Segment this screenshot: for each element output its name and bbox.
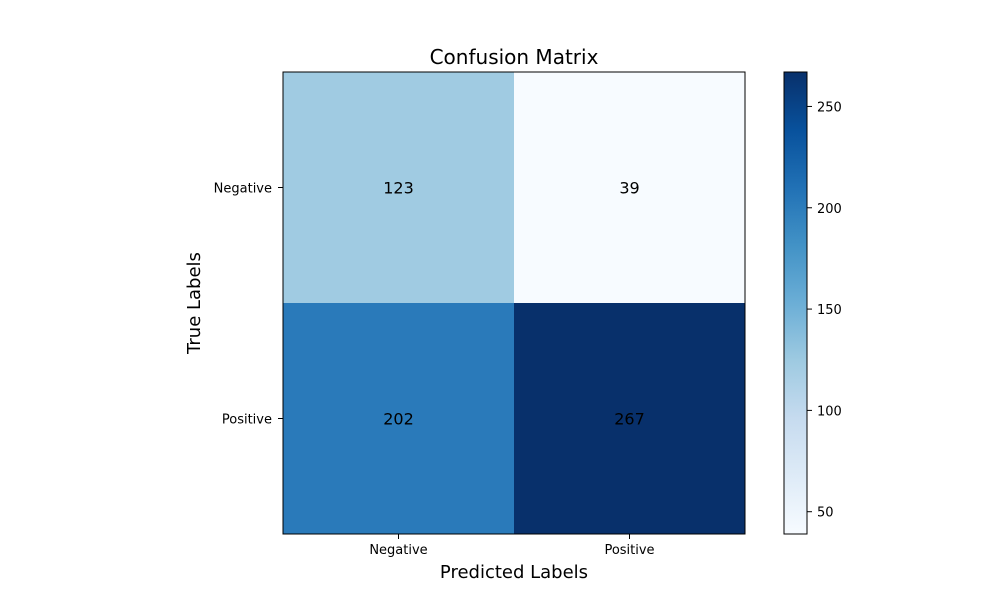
- colorbar-frame: [783, 71, 808, 535]
- cell-value-label: 202: [383, 410, 414, 429]
- x-axis-label: Predicted Labels: [440, 562, 588, 583]
- y-tick-label: Negative: [214, 182, 272, 197]
- colorbar: [784, 72, 807, 534]
- colorbar-ticks: 50 100 150 200 250: [807, 100, 842, 521]
- cell-value-label: 123: [383, 179, 414, 198]
- heatmap-cell: [283, 303, 515, 535]
- colorbar-tick-label: 250: [817, 100, 842, 115]
- heatmap-cell: [514, 303, 746, 535]
- colorbar-tick-label: 50: [817, 506, 834, 521]
- cell-value-label: 267: [614, 410, 645, 429]
- colorbar-tick-label: 150: [817, 303, 842, 318]
- heatmap-cells: [283, 72, 746, 535]
- heatmap-cell-labels: 123 39 202 267: [383, 179, 645, 429]
- heatmap-cell: [514, 72, 746, 304]
- x-axis-ticks: Negative Positive: [369, 534, 655, 558]
- chart-title: Confusion Matrix: [430, 45, 599, 69]
- cell-value-label: 39: [619, 179, 639, 198]
- y-tick-label: Positive: [222, 413, 272, 428]
- x-tick-label: Negative: [369, 543, 427, 558]
- y-axis-label: True Labels: [184, 252, 205, 355]
- x-tick-label: Positive: [604, 543, 654, 558]
- heatmap-cell: [283, 72, 515, 304]
- colorbar-tick-label: 200: [817, 202, 842, 217]
- colorbar-tick-label: 100: [817, 404, 842, 419]
- plot-frame: [282, 71, 746, 535]
- y-axis-ticks: Negative Positive: [214, 182, 283, 428]
